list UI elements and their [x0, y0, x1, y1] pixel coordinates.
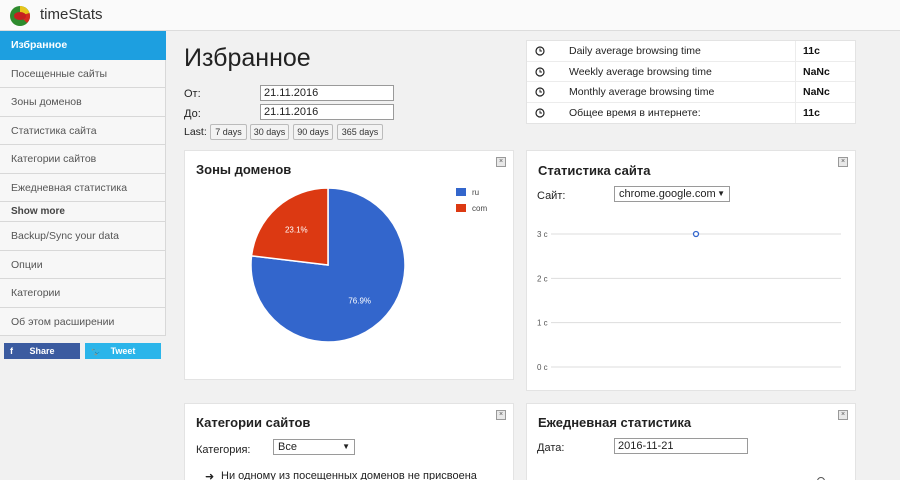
- date-label: Дата:: [537, 442, 565, 454]
- site-select[interactable]: chrome.google.com ▼: [614, 186, 730, 202]
- y-tick-label: 3 с: [537, 230, 548, 239]
- sidebar-item-about[interactable]: Об этом расширении: [0, 307, 166, 336]
- sidebar-item-backup-sync[interactable]: Backup/Sync your data: [0, 222, 166, 251]
- pie-slice-ru[interactable]: [250, 187, 406, 343]
- share-label: Share: [29, 346, 55, 356]
- clock-icon: [535, 87, 545, 97]
- y-tick-label: 0 с: [537, 363, 548, 372]
- app-title: timeStats: [40, 6, 103, 23]
- tweet-label: Tweet: [110, 346, 136, 356]
- stat-label: Weekly average browsing time: [569, 65, 712, 78]
- y-tick-label: 2 с: [537, 274, 548, 283]
- daily-stats-card: Ежедневная статистика × Дата: 2016-11-21: [526, 403, 856, 480]
- line-point[interactable]: [692, 230, 700, 238]
- facebook-icon: f: [10, 346, 13, 356]
- twitter-icon: 🐦: [91, 346, 103, 356]
- stat-divider: [795, 102, 796, 123]
- site-select-value: chrome.google.com: [619, 188, 716, 200]
- line-chart: 0 с 1 с 2 с 3 с: [537, 230, 841, 372]
- legend-label: com: [472, 204, 487, 213]
- clock-icon: [535, 46, 545, 56]
- close-icon[interactable]: ×: [838, 410, 848, 420]
- pie-chart: 76.9% ru 23.1% com: [250, 187, 487, 343]
- daily-date-input[interactable]: 2016-11-21: [614, 438, 748, 454]
- stat-row-daily: Daily average browsing time 11с: [527, 41, 855, 62]
- category-select[interactable]: Все ▼: [273, 439, 355, 455]
- sidebar: Избранное Посещенные сайты Зоны доменов …: [0, 31, 166, 336]
- card-title: Статистика сайта: [538, 163, 651, 178]
- sidebar-item-site-stats[interactable]: Статистика сайта: [0, 116, 166, 145]
- range-90-days-button[interactable]: 90 days: [293, 124, 333, 140]
- legend-label: ru: [472, 188, 479, 197]
- y-tick-label: 1 с: [537, 319, 548, 328]
- chevron-down-icon: ▼: [717, 189, 725, 198]
- page-title: Избранное: [184, 44, 311, 72]
- sidebar-item-site-categories[interactable]: Категории сайтов: [0, 145, 166, 174]
- stat-divider: [795, 82, 796, 102]
- category-label: Категория:: [196, 444, 251, 456]
- stat-row-total: Общее время в интернете: 11с: [527, 102, 855, 124]
- from-date-input[interactable]: 21.11.2016: [260, 85, 394, 101]
- stat-row-weekly: Weekly average browsing time NaNс: [527, 61, 855, 82]
- card-title: Категории сайтов: [196, 415, 311, 430]
- category-select-value: Все: [278, 441, 297, 453]
- clock-icon: [535, 107, 545, 118]
- stat-label: Daily average browsing time: [569, 45, 701, 57]
- sidebar-show-more[interactable]: Show more: [0, 202, 166, 222]
- sidebar-item-daily-stats[interactable]: Ежедневная статистика: [0, 173, 166, 202]
- stat-value: 11с: [803, 45, 820, 57]
- stat-value: 11с: [803, 106, 820, 119]
- last-label: Last:: [184, 126, 207, 138]
- stat-divider: [795, 61, 796, 82]
- sidebar-item-options[interactable]: Опции: [0, 250, 166, 279]
- chevron-down-icon: ▼: [342, 442, 350, 451]
- stat-value: NaNс: [803, 65, 830, 78]
- domain-zones-card: Зоны доменов × 76.9% ru 23.1% com: [184, 150, 514, 380]
- site-label: Сайт:: [537, 190, 566, 202]
- sidebar-item-visited-sites[interactable]: Посещенные сайты: [0, 59, 166, 88]
- sidebar-item-categories[interactable]: Категории: [0, 279, 166, 308]
- close-icon[interactable]: ×: [496, 157, 506, 167]
- site-categories-card: Категории сайтов × Категория: Все ▼ ➜ Ни…: [184, 403, 514, 480]
- range-365-days-button[interactable]: 365 days: [337, 124, 383, 140]
- close-icon[interactable]: ×: [496, 410, 506, 420]
- stat-label: Общее время в интернете:: [569, 106, 701, 119]
- categories-note: Ни одному из посещенных доменов не присв…: [221, 470, 477, 480]
- pie-slice-label: 23.1%: [285, 225, 308, 234]
- legend-swatch: [456, 204, 466, 212]
- share-button[interactable]: f Share: [4, 343, 80, 359]
- stat-row-monthly: Monthly average browsing time NaNс: [527, 82, 855, 103]
- close-icon[interactable]: ×: [838, 157, 848, 167]
- legend-swatch: [456, 188, 466, 196]
- site-stats-card: Статистика сайта × Сайт: chrome.google.c…: [526, 150, 856, 391]
- tweet-button[interactable]: 🐦 Tweet: [85, 343, 161, 359]
- clock-icon: [535, 66, 545, 77]
- browsing-stats-table: Daily average browsing time 11с Weekly a…: [526, 40, 856, 124]
- range-7-days-button[interactable]: 7 days: [210, 124, 247, 140]
- stat-value: NaNс: [803, 86, 830, 98]
- sidebar-item-domain-zones[interactable]: Зоны доменов: [0, 88, 166, 117]
- pie-slice-label: 76.9%: [348, 297, 371, 306]
- top-bar: timeStats: [0, 0, 900, 31]
- timestats-logo-icon: [10, 6, 30, 26]
- stat-label: Monthly average browsing time: [569, 86, 715, 98]
- stat-divider: [795, 41, 796, 61]
- to-label: До:: [184, 108, 201, 120]
- range-30-days-button[interactable]: 30 days: [250, 124, 289, 140]
- from-label: От:: [184, 88, 201, 100]
- pie-slice-com[interactable]: [250, 187, 329, 266]
- card-title: Зоны доменов: [196, 162, 292, 177]
- loading-icon: [817, 477, 825, 480]
- sidebar-item-favorites[interactable]: Избранное: [0, 31, 166, 60]
- to-date-input[interactable]: 21.11.2016: [260, 104, 394, 120]
- arrow-right-icon: ➜: [205, 471, 215, 480]
- card-title: Ежедневная статистика: [538, 415, 692, 430]
